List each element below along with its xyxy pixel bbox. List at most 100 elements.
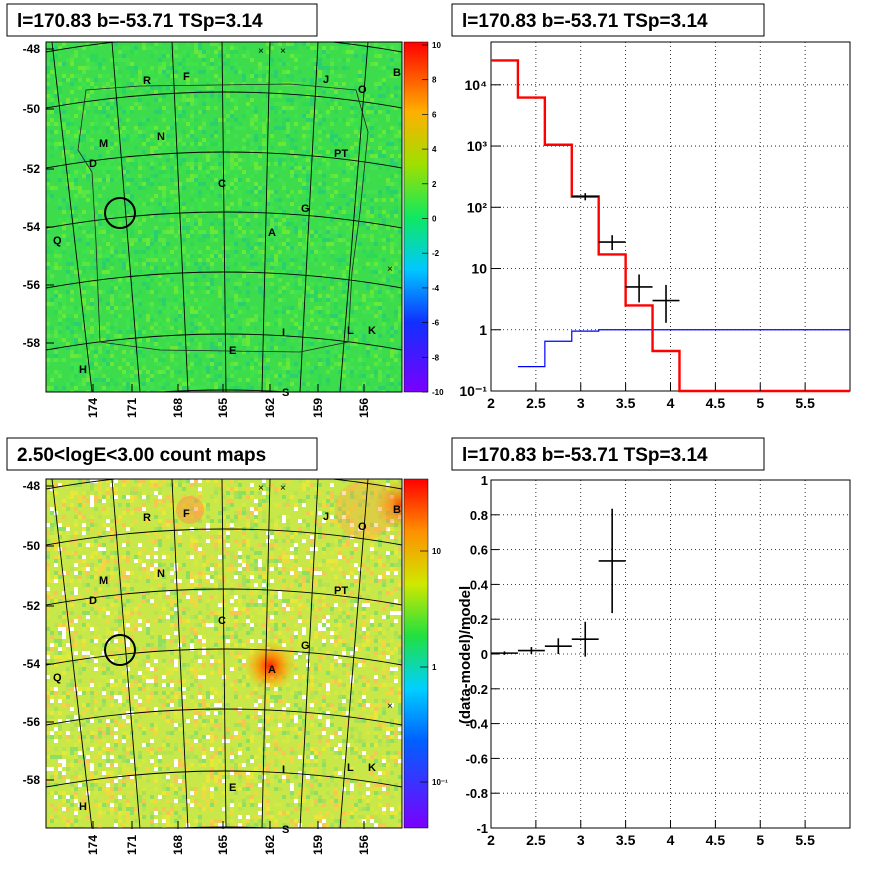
map-pixel	[166, 310, 170, 314]
map-pixel	[170, 491, 174, 495]
map-pixel	[74, 619, 78, 623]
map-pixel	[266, 366, 270, 370]
map-pixel	[242, 531, 246, 535]
map-pixel	[110, 358, 114, 362]
map-pixel	[318, 186, 322, 190]
map-pixel	[182, 238, 186, 242]
map-pixel	[218, 511, 222, 515]
map-pixel	[230, 86, 234, 90]
map-pixel	[350, 178, 354, 182]
map-pixel	[154, 230, 158, 234]
map-pixel	[366, 603, 370, 607]
map-pixel	[190, 571, 194, 575]
map-pixel	[378, 559, 382, 563]
map-pixel	[162, 94, 166, 98]
map-pixel	[106, 174, 110, 178]
map-pixel	[246, 575, 250, 579]
map-pixel	[222, 50, 226, 54]
map-pixel	[186, 178, 190, 182]
map-pixel	[250, 511, 254, 515]
map-pixel	[118, 294, 122, 298]
map-pixel	[62, 182, 66, 186]
map-pixel	[178, 539, 182, 543]
map-pixel	[370, 567, 374, 571]
map-pixel	[302, 366, 306, 370]
map-pixel	[318, 579, 322, 583]
map-pixel	[282, 102, 286, 106]
map-pixel	[222, 599, 226, 603]
map-pixel	[282, 262, 286, 266]
map-pixel	[86, 178, 90, 182]
map-pixel	[394, 350, 398, 354]
map-pixel	[138, 162, 142, 166]
map-pixel	[226, 503, 230, 507]
map-pixel	[142, 326, 146, 330]
map-pixel	[274, 102, 278, 106]
map-pixel	[178, 523, 182, 527]
map-pixel	[370, 190, 374, 194]
map-pixel	[146, 599, 150, 603]
map-pixel	[70, 535, 74, 539]
map-pixel	[46, 262, 50, 266]
map-pixel	[310, 98, 314, 102]
map-pixel	[130, 599, 134, 603]
map-pixel	[118, 607, 122, 611]
map-pixel	[234, 70, 238, 74]
map-pixel	[270, 294, 274, 298]
map-pixel	[122, 567, 126, 571]
map-pixel	[250, 118, 254, 122]
map-pixel	[146, 46, 150, 50]
map-pixel	[330, 174, 334, 178]
map-pixel	[378, 579, 382, 583]
map-pixel	[206, 70, 210, 74]
map-pixel	[162, 146, 166, 150]
map-pixel	[102, 66, 106, 70]
map-pixel	[238, 599, 242, 603]
map-pixel	[138, 290, 142, 294]
map-pixel	[362, 575, 366, 579]
map-pixel	[214, 326, 218, 330]
map-pixel	[202, 138, 206, 142]
map-pixel	[178, 310, 182, 314]
map-pixel	[98, 547, 102, 551]
map-pixel	[106, 270, 110, 274]
map-pixel	[274, 611, 278, 615]
map-pixel	[270, 138, 274, 142]
map-pixel	[258, 90, 262, 94]
map-pixel	[326, 110, 330, 114]
map-pixel	[394, 266, 398, 270]
map-pixel	[242, 563, 246, 567]
map-pixel	[210, 166, 214, 170]
map-pixel	[138, 122, 142, 126]
map-pixel	[254, 194, 258, 198]
map-pixel	[74, 563, 78, 567]
map-pixel	[330, 230, 334, 234]
map-pixel	[266, 386, 270, 390]
map-pixel	[274, 174, 278, 178]
map-pixel	[150, 242, 154, 246]
map-pixel	[70, 555, 74, 559]
x-marker-icon: ×	[387, 264, 393, 275]
map-pixel	[142, 134, 146, 138]
map-pixel	[94, 66, 98, 70]
map-pixel	[350, 374, 354, 378]
map-pixel	[390, 246, 394, 250]
map-pixel	[358, 607, 362, 611]
map-pixel	[62, 499, 66, 503]
map-pixel	[342, 366, 346, 370]
map-pixel	[170, 615, 174, 619]
map-pixel	[318, 491, 322, 495]
map-pixel	[246, 250, 250, 254]
map-pixel	[246, 298, 250, 302]
map-pixel	[114, 322, 118, 326]
map-pixel	[390, 551, 394, 555]
map-pixel	[362, 322, 366, 326]
map-pixel	[142, 178, 146, 182]
map-pixel	[242, 302, 246, 306]
map-pixel	[62, 358, 66, 362]
map-pixel	[82, 603, 86, 607]
map-pixel	[106, 182, 110, 186]
map-pixel	[82, 70, 86, 74]
map-pixel	[214, 238, 218, 242]
